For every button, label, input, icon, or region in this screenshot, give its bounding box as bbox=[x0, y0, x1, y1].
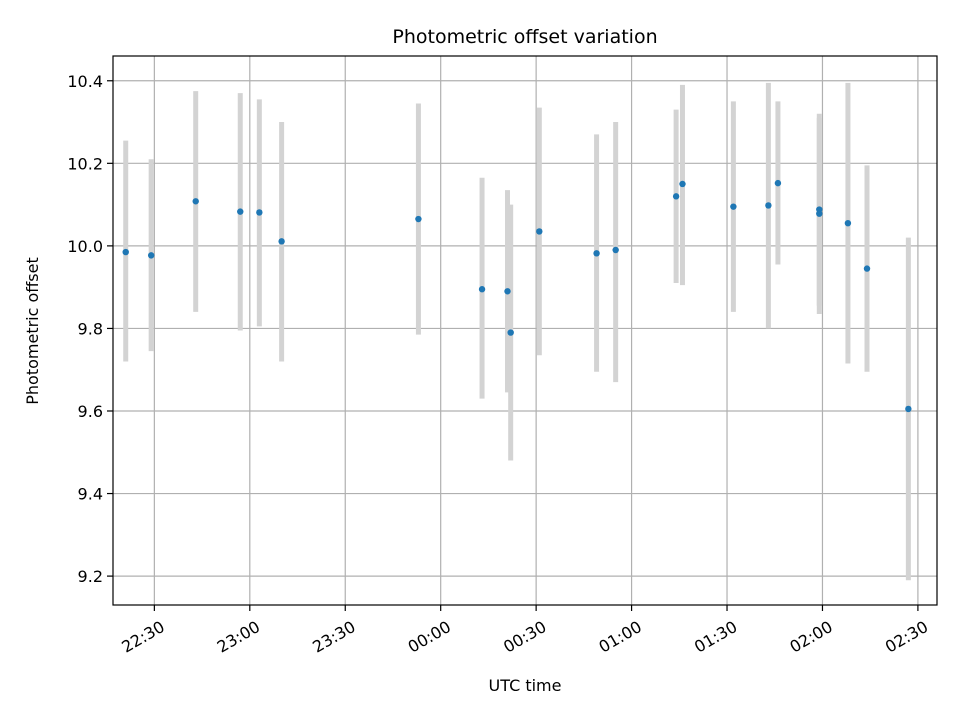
error-bars bbox=[123, 82, 911, 581]
chart-title: Photometric offset variation bbox=[392, 26, 657, 48]
data-point bbox=[765, 202, 772, 209]
data-point bbox=[905, 405, 912, 413]
data-point bbox=[774, 179, 782, 187]
data-points bbox=[122, 179, 912, 413]
x-tick-label: 00:30 bbox=[500, 617, 549, 657]
data-point bbox=[122, 248, 129, 256]
data-point bbox=[844, 219, 852, 227]
x-axis: 22:30 23:00 23:30 00:00 00:30 01:00 01:30 02:00… bbox=[118, 605, 931, 657]
data-point bbox=[863, 265, 871, 272]
y-tick-label: 9.8 bbox=[78, 319, 103, 338]
data-point bbox=[147, 252, 155, 259]
data-point bbox=[256, 209, 263, 216]
x-tick-label: 02:00 bbox=[786, 617, 835, 657]
data-point bbox=[507, 329, 514, 336]
data-point bbox=[478, 286, 486, 293]
x-tick-label: 01:30 bbox=[691, 617, 740, 657]
x-axis-label: UTC time bbox=[489, 676, 562, 695]
x-tick-label: 23:30 bbox=[309, 617, 358, 657]
data-point bbox=[237, 208, 244, 215]
x-tick-label: 02:30 bbox=[882, 617, 931, 657]
y-axis: 9.2 9.4 9.6 9.8 10.0 10.2 10.4 bbox=[67, 72, 113, 586]
grid bbox=[113, 56, 937, 605]
data-point bbox=[504, 288, 511, 295]
y-tick-label: 10.0 bbox=[67, 237, 103, 256]
plot-frame bbox=[112, 55, 938, 606]
data-point bbox=[679, 180, 686, 188]
y-tick-label: 9.4 bbox=[78, 485, 103, 504]
y-tick-label: 10.4 bbox=[67, 72, 103, 91]
data-point bbox=[536, 228, 543, 235]
y-tick-label: 10.2 bbox=[67, 154, 103, 173]
x-tick-label: 01:00 bbox=[596, 617, 645, 657]
data-point bbox=[415, 215, 422, 223]
data-point bbox=[730, 203, 737, 210]
data-point bbox=[593, 250, 600, 257]
y-axis-label: Photometric offset bbox=[23, 257, 42, 405]
data-point bbox=[278, 238, 285, 245]
x-tick-label: 00:00 bbox=[405, 617, 454, 657]
data-point bbox=[192, 198, 199, 205]
data-point bbox=[612, 246, 619, 254]
data-point bbox=[672, 193, 680, 200]
y-tick-label: 9.6 bbox=[78, 402, 103, 421]
data-point bbox=[816, 210, 823, 217]
x-tick-label: 23:00 bbox=[214, 617, 263, 657]
x-tick-label: 22:30 bbox=[118, 617, 167, 657]
y-tick-label: 9.2 bbox=[78, 567, 103, 586]
